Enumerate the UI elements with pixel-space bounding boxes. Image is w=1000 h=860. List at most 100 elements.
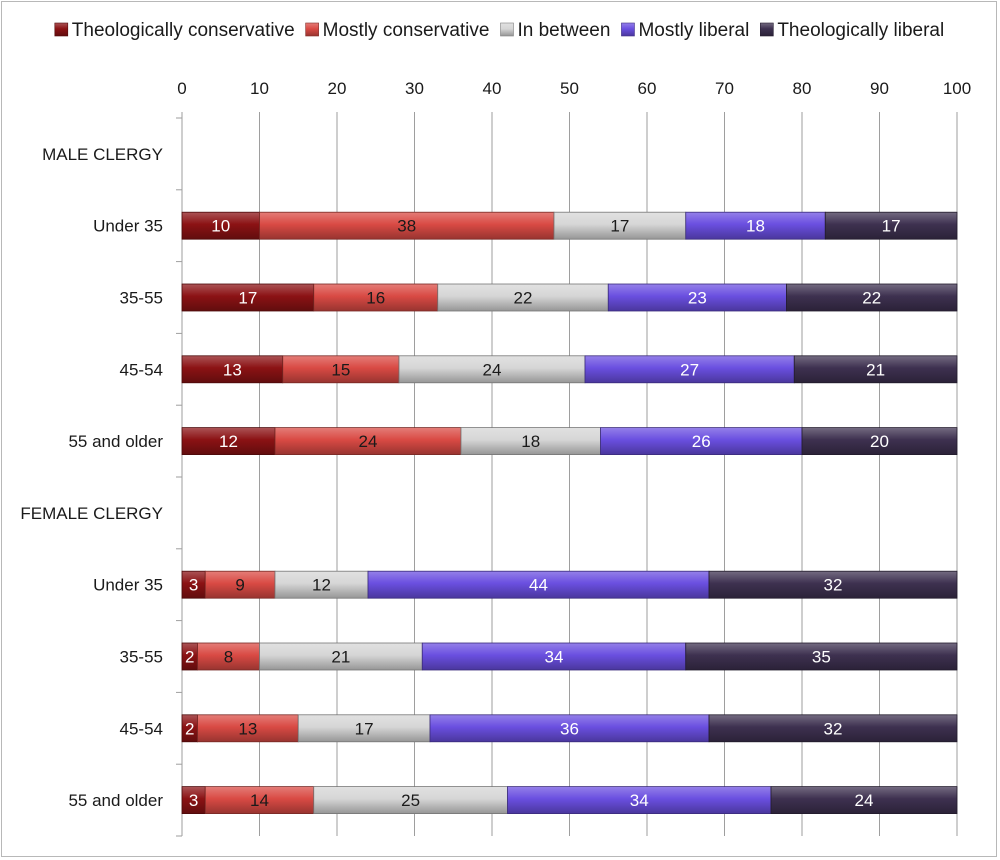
bar-segment-mostly-conservative	[274, 427, 462, 456]
data-label-theologically-liberal: 21	[866, 360, 885, 379]
category-label-male-clergy: MALE CLERGY	[42, 145, 163, 164]
data-label-mostly-liberal: 27	[680, 360, 699, 379]
data-label-mostly-liberal: 18	[746, 217, 765, 236]
x-tick-label-20: 20	[328, 79, 347, 98]
bar-segment-mostly-liberal	[367, 570, 710, 599]
x-tick-label-80: 80	[793, 79, 812, 98]
data-label-mostly-conservative: 9	[235, 576, 244, 595]
bar-segment-theologically-conservative	[181, 355, 284, 384]
bar-row-55-and-older: 12 24 18 26 20	[181, 427, 958, 456]
data-label-in-between: 21	[331, 648, 350, 667]
bar-row-45-54: 13 15 24 27 21	[181, 355, 958, 384]
data-label-theologically-conservative: 3	[189, 791, 198, 810]
x-tick-label-40: 40	[483, 79, 502, 98]
bar-segment-in-between	[313, 786, 508, 814]
data-label-mostly-conservative: 14	[250, 791, 269, 810]
legend-swatch-mostly-conservative	[305, 22, 319, 37]
bar-row-55-and-older: 3 14 25 34 24	[181, 786, 958, 814]
legend-swatch-theologically-conservative	[54, 22, 69, 37]
data-label-theologically-liberal: 35	[812, 648, 831, 667]
bar-segment-mostly-conservative	[204, 786, 315, 814]
bar-segment-theologically-liberal	[708, 570, 958, 599]
bar-segment-mostly-conservative	[197, 642, 260, 671]
data-label-in-between: 12	[312, 576, 331, 595]
data-label-mostly-liberal: 36	[560, 719, 579, 738]
legend-item-theologically-liberal: Theologically liberal	[760, 20, 944, 41]
bar-segment-in-between	[553, 211, 687, 240]
data-label-in-between: 25	[401, 791, 420, 810]
data-label-mostly-liberal: 34	[630, 791, 649, 810]
x-tick-label-90: 90	[870, 79, 889, 98]
data-label-theologically-liberal: 32	[824, 719, 843, 738]
data-label-theologically-conservative: 13	[223, 360, 242, 379]
bar-row-under-35: 3 9 12 44 32	[181, 570, 958, 599]
x-axis: 0 10 20 30 40 50 60 70 80 90 100	[177, 79, 971, 836]
legend-label-theologically-liberal: Theologically liberal	[777, 20, 944, 41]
bar-segment-mostly-liberal	[607, 283, 787, 312]
bar-segment-mostly-liberal	[429, 714, 710, 743]
legend-swatch-mostly-liberal	[621, 22, 635, 37]
legend-item-mostly-conservative: Mostly conservative	[305, 20, 489, 41]
legend: Theologically conservative Mostly conserv…	[54, 20, 944, 41]
bar-segment-theologically-liberal	[786, 283, 958, 312]
x-tick-label-0: 0	[177, 79, 186, 98]
legend-swatch-theologically-liberal	[760, 22, 774, 37]
bar-segment-theologically-liberal	[801, 427, 958, 456]
bar-segment-mostly-liberal	[584, 355, 795, 384]
x-tick-label-70: 70	[715, 79, 734, 98]
data-label-in-between: 24	[483, 360, 502, 379]
bar-segment-theologically-liberal	[793, 355, 958, 384]
x-tick-label-10: 10	[250, 79, 269, 98]
bar-segment-theologically-conservative	[181, 211, 260, 240]
data-label-mostly-liberal: 23	[688, 289, 707, 308]
legend-swatch-in-between	[500, 22, 514, 37]
legend-label-theologically-conservative: Theologically conservative	[72, 20, 295, 41]
x-tick-label-60: 60	[638, 79, 657, 98]
data-label-mostly-conservative: 16	[366, 289, 385, 308]
category-label-35-55: 35-55	[120, 289, 163, 308]
data-label-theologically-liberal: 20	[870, 432, 889, 451]
data-label-mostly-conservative: 13	[238, 719, 257, 738]
legend-label-in-between: In between	[517, 20, 610, 41]
legend-item-in-between: In between	[500, 20, 610, 41]
legend-label-mostly-liberal: Mostly liberal	[638, 20, 749, 41]
bar-segment-in-between	[274, 570, 369, 599]
bar-segment-mostly-conservative	[282, 355, 400, 384]
legend-item-mostly-liberal: Mostly liberal	[621, 20, 749, 41]
data-label-mostly-liberal: 34	[545, 648, 564, 667]
data-label-mostly-conservative: 38	[397, 217, 416, 236]
data-label-theologically-conservative: 12	[219, 432, 238, 451]
data-label-in-between: 17	[355, 719, 374, 738]
data-label-mostly-liberal: 44	[529, 576, 548, 595]
x-tick-label-100: 100	[943, 79, 971, 98]
bar-segment-in-between	[259, 642, 423, 671]
category-label-female-clergy: FEMALE CLERGY	[20, 504, 163, 523]
bar-segment-theologically-liberal	[708, 714, 958, 743]
bar-segment-mostly-liberal	[421, 642, 687, 671]
bar-segment-in-between	[437, 283, 609, 312]
data-label-mostly-conservative: 8	[224, 648, 233, 667]
bar-row-45-54: 2 13 17 36 32	[181, 714, 958, 743]
bar-segment-theologically-liberal	[685, 642, 958, 671]
category-label-45-54: 45-54	[120, 719, 163, 738]
data-label-mostly-liberal: 26	[692, 432, 711, 451]
bar-segment-in-between	[398, 355, 586, 384]
bar-segment-theologically-conservative	[181, 427, 276, 456]
bar-row-35-55: 17 16 22 23 22	[181, 283, 958, 312]
bar-segment-in-between	[297, 714, 431, 743]
bar-row-under-35: 10 38 17 18 17	[181, 211, 958, 240]
data-label-mostly-conservative: 15	[331, 360, 350, 379]
data-label-theologically-liberal: 17	[882, 217, 901, 236]
data-label-in-between: 18	[521, 432, 540, 451]
category-label-45-54: 45-54	[120, 360, 163, 379]
legend-item-theologically-conservative: Theologically conservative	[54, 20, 295, 41]
data-label-theologically-conservative: 2	[185, 719, 194, 738]
bar-segment-theologically-liberal	[824, 211, 958, 240]
bar-segment-in-between	[460, 427, 601, 456]
bar-segment-mostly-liberal	[600, 427, 803, 456]
data-label-mostly-conservative: 24	[359, 432, 378, 451]
data-label-theologically-conservative: 17	[238, 289, 257, 308]
data-label-theologically-liberal: 32	[824, 576, 843, 595]
data-label-theologically-conservative: 2	[185, 648, 194, 667]
